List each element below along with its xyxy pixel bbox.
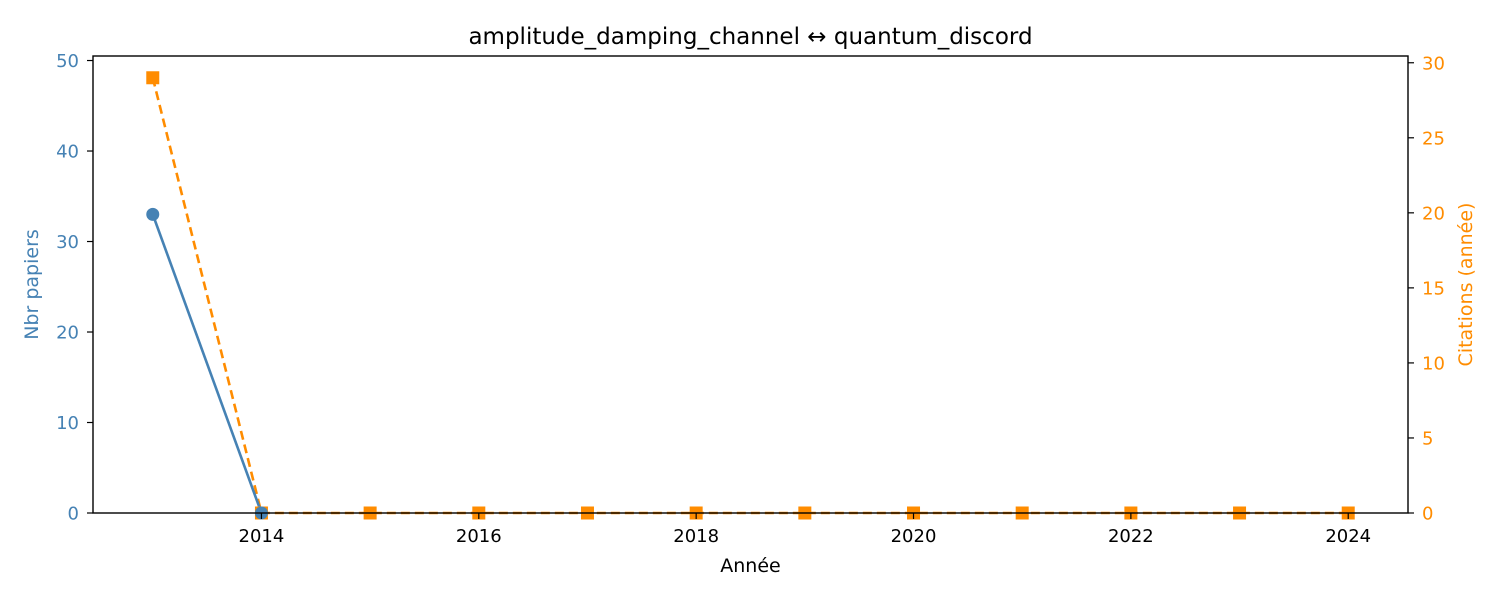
circle-point-marker	[146, 207, 160, 221]
chart-title: amplitude_damping_channel ↔ quantum_disc…	[468, 24, 1032, 50]
right-y-axis-ticks: 0 5 10 15 20 25 30	[1408, 53, 1445, 525]
plot-frame	[92, 55, 1409, 514]
right-y-tick-label: 5	[1422, 428, 1433, 449]
left-y-tick-label: 30	[56, 232, 79, 253]
x-tick-label: 2014	[239, 526, 285, 547]
left-y-tick-label: 10	[56, 413, 79, 434]
right-y-tick-label: 25	[1422, 128, 1445, 149]
right-y-axis-label: Citations (année)	[1455, 203, 1477, 367]
x-axis-ticks: 2014 2016 2018 2020 2022 2024	[239, 513, 1371, 547]
x-tick-label: 2022	[1108, 526, 1154, 547]
x-tick-label: 2020	[891, 526, 937, 547]
left-axis-series-line	[151, 213, 263, 514]
left-y-tick-label: 50	[56, 51, 79, 72]
right-y-tick-label: 15	[1422, 278, 1445, 299]
x-tick-label: 2024	[1325, 526, 1371, 547]
right-y-tick-label: 0	[1422, 504, 1433, 525]
x-tick-label: 2018	[673, 526, 719, 547]
right-y-tick-label: 30	[1422, 53, 1445, 74]
square-point-marker	[146, 71, 160, 85]
x-axis-label: Année	[720, 555, 780, 577]
left-y-tick-label: 20	[56, 323, 79, 344]
x-tick-label: 2016	[456, 526, 502, 547]
left-y-tick-label: 0	[68, 504, 79, 525]
left-y-axis-label: Nbr papiers	[21, 229, 43, 340]
right-y-tick-label: 20	[1422, 203, 1445, 224]
left-y-tick-label: 40	[56, 142, 79, 163]
right-y-tick-label: 10	[1422, 353, 1445, 374]
left-y-axis-ticks: 0 10 20 30 40 50	[56, 51, 93, 525]
